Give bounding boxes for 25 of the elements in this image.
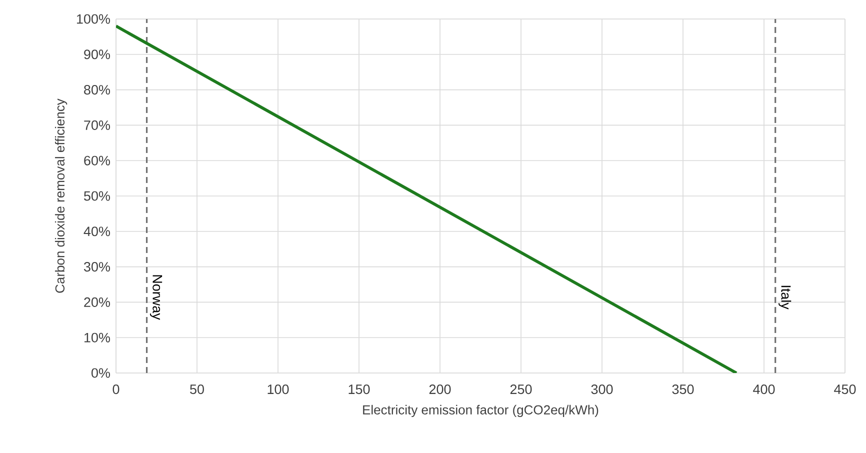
y-axis-title: Carbon dioxide removal efficiency (54, 98, 68, 293)
y-tick-label: 10% (84, 332, 110, 342)
x-tick-label: 0 (112, 384, 120, 394)
x-tick-label: 50 (190, 384, 204, 394)
x-tick-label: 350 (672, 384, 694, 394)
x-tick-label: 450 (834, 384, 856, 394)
y-tick-label: 50% (84, 191, 110, 201)
y-tick-label: 60% (84, 156, 110, 166)
x-tick-label: 400 (753, 384, 775, 394)
y-tick-label: 40% (84, 226, 110, 236)
y-tick-label: 20% (84, 297, 110, 307)
ref-line-label: Italy (778, 286, 792, 310)
y-tick-label: 100% (76, 14, 110, 24)
x-tick-label: 150 (348, 384, 370, 394)
x-tick-label: 300 (591, 384, 613, 394)
x-axis-title: Electricity emission factor (gCO2eq/kWh) (363, 404, 598, 418)
y-tick-label: 30% (84, 262, 110, 272)
y-tick-label: 90% (84, 50, 110, 60)
x-tick-label: 250 (510, 384, 532, 394)
ref-line-label: Norway (150, 275, 162, 320)
x-tick-label: 100 (268, 384, 289, 394)
x-tick-label: 200 (429, 384, 451, 394)
y-tick-label: 0% (92, 368, 110, 378)
y-tick-label: 70% (84, 120, 110, 130)
y-tick-label: 80% (84, 85, 110, 95)
